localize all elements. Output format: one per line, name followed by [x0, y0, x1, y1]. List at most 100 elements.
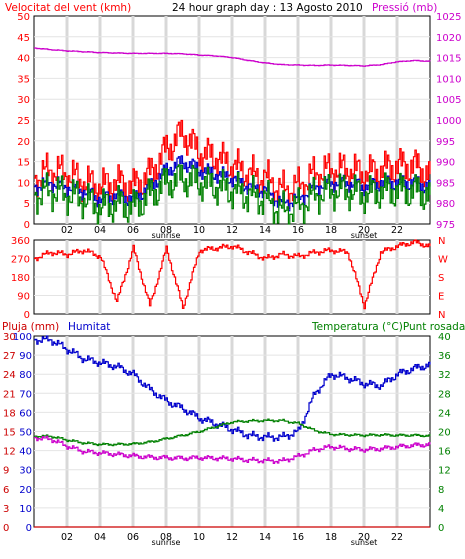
dewpoint-line: [34, 435, 431, 464]
humidity-tick-label: 90: [19, 351, 32, 362]
temp-tick-label: 8: [438, 485, 444, 496]
rain-tick-label: 24: [3, 370, 16, 381]
sunset-label: sunset: [351, 231, 378, 240]
temp-tick-label: 4: [438, 504, 444, 515]
hour-label: 18: [325, 532, 337, 543]
hour-label: 16: [292, 225, 304, 236]
pressure-tick-label: 1000: [436, 116, 461, 127]
hour-label: 08: [160, 225, 172, 236]
humidity-title: Humitat: [68, 321, 110, 333]
temp-tick-label: 40: [438, 332, 451, 343]
hour-label: 10: [193, 532, 205, 543]
wind-title: Velocitat del vent (kmh): [5, 2, 131, 14]
temp-tick-label: 36: [438, 351, 451, 362]
pressure-tick-label: 1025: [436, 12, 461, 23]
rain-tick-label: 27: [3, 351, 16, 362]
rain-tick-label: 9: [3, 466, 9, 477]
hour-label: 20: [358, 532, 370, 543]
sunrise-label: sunrise: [152, 231, 181, 240]
rain-tick-label: 21: [3, 389, 16, 400]
direction-tick-label: 180: [11, 273, 30, 284]
rain-title: Pluja (mm): [2, 321, 59, 333]
hour-label: 08: [160, 532, 172, 543]
temp-title: Temperatura (°C)Punt rosada: [311, 321, 465, 333]
wind-tick-label: 0: [24, 220, 30, 231]
rain-tick-label: 0: [3, 523, 9, 534]
humidity-tick-label: 40: [19, 447, 32, 458]
compass-label: N: [438, 236, 445, 247]
humidity-tick-label: 70: [19, 389, 32, 400]
graph-title: 24 hour graph day : 13 Agosto 2010: [172, 2, 363, 14]
rain-tick-label: 15: [3, 428, 16, 439]
hour-label: 12: [226, 532, 238, 543]
sunrise-label: sunrise: [152, 538, 181, 547]
humidity-tick-label: 100: [13, 332, 32, 343]
temp-tick-label: 12: [438, 466, 451, 477]
hour-label: 12: [226, 225, 238, 236]
wind-tick-label: 35: [17, 74, 30, 85]
direction-tick-label: 90: [17, 292, 30, 303]
pressure-tick-label: 980: [436, 199, 455, 210]
hour-label: 06: [127, 225, 139, 236]
hour-label: 14: [259, 225, 271, 236]
hour-label: 22: [391, 532, 403, 543]
hour-label: 02: [61, 532, 73, 543]
compass-label: E: [438, 292, 444, 303]
humidity-tick-label: 20: [19, 485, 32, 496]
humidity-tick-label: 0: [26, 523, 32, 534]
humidity-tick-label: 60: [19, 408, 32, 419]
humidity-tick-label: 50: [19, 428, 32, 439]
compass-label: S: [438, 273, 444, 284]
humidity-line: [34, 335, 431, 442]
rain-tick-label: 30: [3, 332, 16, 343]
humidity-tick-label: 80: [19, 370, 32, 381]
temp-tick-label: 32: [438, 370, 451, 381]
wind-tick-label: 45: [17, 33, 30, 44]
pressure-tick-label: 985: [436, 178, 455, 189]
hour-label: 02: [61, 225, 73, 236]
direction-tick-label: 0: [24, 310, 30, 321]
pressure-tick-label: 1010: [436, 74, 461, 85]
hour-label: 06: [127, 532, 139, 543]
temp-tick-label: 28: [438, 389, 451, 400]
wind-tick-label: 10: [17, 178, 30, 189]
humidity-tick-label: 10: [19, 504, 32, 515]
wind-tick-label: 20: [17, 137, 30, 148]
wind-tick-label: 25: [17, 116, 30, 127]
humidity-tick-label: 30: [19, 466, 32, 477]
compass-label: W: [438, 255, 448, 266]
wind-tick-label: 50: [17, 12, 30, 23]
wind-tick-label: 30: [17, 95, 30, 106]
pressure-title: Pressió (mb): [372, 2, 437, 14]
hour-label: 20: [358, 225, 370, 236]
temp-tick-label: 20: [438, 428, 451, 439]
hour-label: 04: [94, 225, 106, 236]
temp-tick-label: 16: [438, 447, 451, 458]
wind-green-line: [34, 164, 431, 225]
pressure-tick-label: 1020: [436, 33, 461, 44]
wind-tick-label: 40: [17, 54, 30, 65]
direction-tick-label: 270: [11, 255, 30, 266]
rain-tick-label: 3: [3, 504, 9, 515]
hour-label: 04: [94, 532, 106, 543]
pressure-line: [34, 47, 431, 67]
temperature-line: [34, 418, 431, 447]
wind-tick-label: 15: [17, 158, 30, 169]
rain-tick-label: 6: [3, 485, 9, 496]
hour-label: 16: [292, 532, 304, 543]
direction-line: [34, 239, 431, 310]
hour-label: 18: [325, 225, 337, 236]
rain-tick-label: 18: [3, 408, 16, 419]
sunset-label: sunset: [351, 538, 378, 547]
hour-label: 10: [193, 225, 205, 236]
rain-tick-label: 12: [3, 447, 16, 458]
wind-avg-line: [34, 155, 431, 212]
temp-tick-label: 0: [438, 523, 444, 534]
pressure-tick-label: 995: [436, 137, 455, 148]
hour-label: 14: [259, 532, 271, 543]
temp-tick-label: 24: [438, 408, 451, 419]
wind-tick-label: 5: [24, 199, 30, 210]
compass-label: N: [438, 310, 445, 321]
